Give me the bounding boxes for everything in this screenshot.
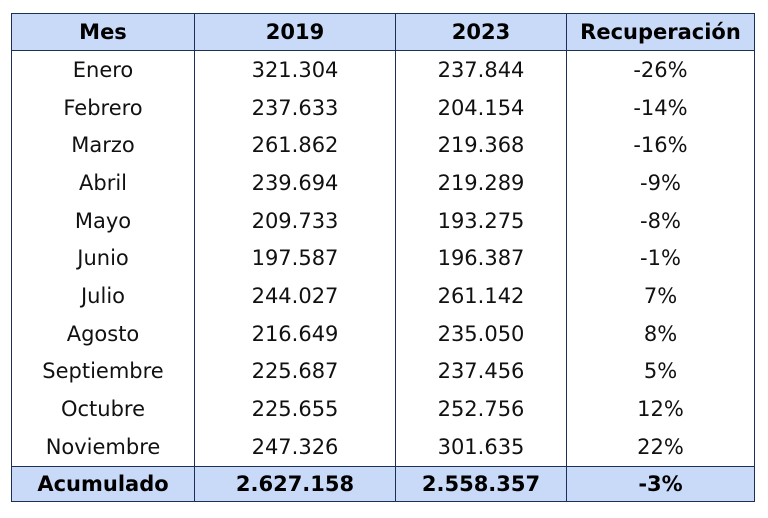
cell-recovery: -8% [566,201,755,240]
table-row: Noviembre 247.326 301.635 22% [11,427,755,467]
cell-recovery: 7% [566,277,755,315]
cell-2019: 209.733 [194,201,396,240]
cell-2019: 261.862 [194,126,396,165]
cell-month: Abril [11,164,195,202]
cell-2023: 193.275 [395,201,567,240]
cell-2023: 252.756 [395,390,567,428]
cell-2023: 237.844 [395,50,567,89]
cell-recovery: -16% [566,126,755,165]
table-row: Octubre 225.655 252.756 12% [11,390,755,428]
cell-recovery: -14% [566,88,755,127]
cell-recovery: 22% [566,427,755,467]
cell-2023: 204.154 [395,88,567,127]
header-cell-2019: 2019 [194,13,396,51]
cell-2019: 237.633 [194,88,396,127]
table-row: Marzo 261.862 219.368 -16% [11,126,755,165]
cell-2019: 321.304 [194,50,396,89]
total-2023: 2.558.357 [395,465,567,502]
cell-recovery: -26% [566,50,755,89]
cell-recovery: -9% [566,164,755,202]
header-cell-mes: Mes [11,13,195,51]
cell-month: Octubre [11,390,195,428]
cell-month: Julio [11,277,195,315]
table-footer: Acumulado 2.627.158 2.558.357 -3% [11,465,755,502]
cell-month: Septiembre [11,352,195,391]
table-row: Julio 244.027 261.142 7% [11,277,755,315]
table-row: Abril 239.694 219.289 -9% [11,164,755,202]
table-row: Mayo 209.733 193.275 -8% [11,201,755,240]
cell-2019: 239.694 [194,164,396,202]
header-cell-2023: 2023 [395,13,567,51]
cell-2023: 237.456 [395,352,567,391]
cell-recovery: 8% [566,314,755,353]
header-cell-recuperacion: Recuperación [566,13,755,51]
table-row: Septiembre 225.687 237.456 5% [11,352,755,391]
table-row: Agosto 216.649 235.050 8% [11,314,755,353]
cell-2019: 197.587 [194,239,396,278]
cell-2019: 247.326 [194,427,396,467]
cell-month: Junio [11,239,195,278]
header-row: Mes 2019 2023 Recuperación [11,13,755,51]
table-row: Febrero 237.633 204.154 -14% [11,88,755,127]
cell-2019: 244.027 [194,277,396,315]
table-row: Enero 321.304 237.844 -26% [11,50,755,89]
cell-recovery: 5% [566,352,755,391]
cell-recovery: -1% [566,239,755,278]
cell-2019: 216.649 [194,314,396,353]
cell-2019: 225.655 [194,390,396,428]
cell-month: Marzo [11,126,195,165]
cell-month: Agosto [11,314,195,353]
cell-month: Noviembre [11,427,195,467]
cell-2023: 235.050 [395,314,567,353]
cell-month: Mayo [11,201,195,240]
total-recovery: -3% [566,465,755,502]
cell-month: Enero [11,50,195,89]
cell-2023: 261.142 [395,277,567,315]
monthly-recovery-table: Mes 2019 2023 Recuperación Enero 321.304… [11,13,755,502]
cell-month: Febrero [11,88,195,127]
total-2019: 2.627.158 [194,465,396,502]
cell-recovery: 12% [566,390,755,428]
table-header: Mes 2019 2023 Recuperación [11,13,755,51]
cell-2023: 219.368 [395,126,567,165]
cell-2023: 219.289 [395,164,567,202]
cell-2019: 225.687 [194,352,396,391]
table-body: Enero 321.304 237.844 -26% Febrero 237.6… [11,50,755,467]
cell-2023: 196.387 [395,239,567,278]
table-row: Junio 197.587 196.387 -1% [11,239,755,278]
total-label: Acumulado [11,465,195,502]
total-row: Acumulado 2.627.158 2.558.357 -3% [11,465,755,502]
cell-2023: 301.635 [395,427,567,467]
